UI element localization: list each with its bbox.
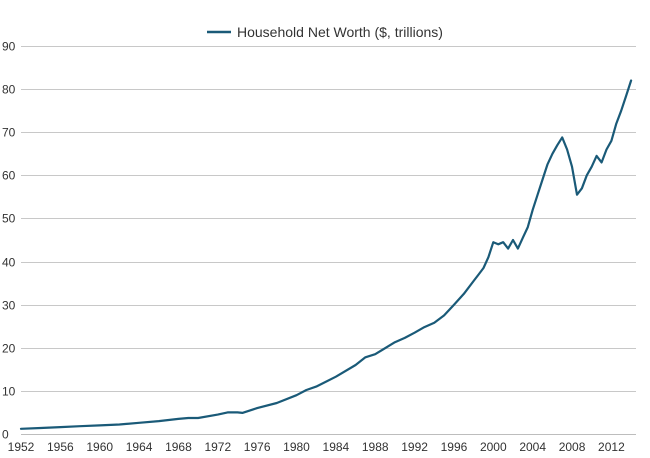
x-tick-label: 1976 <box>244 440 271 454</box>
y-tick-label: 30 <box>2 299 16 313</box>
x-tick-label: 1984 <box>323 440 350 454</box>
x-tick-label: 1960 <box>86 440 113 454</box>
x-tick-label: 1988 <box>362 440 389 454</box>
y-tick-label: 90 <box>2 40 16 54</box>
y-tick-label: 20 <box>2 342 16 356</box>
x-tick-label: 1980 <box>283 440 310 454</box>
y-tick-label: 70 <box>2 126 16 140</box>
x-axis-ticks: 1952 1956 1960 1964 1968 1972 1976 1980 1984 1988… <box>8 440 625 454</box>
y-axis-ticks: 0 10 20 30 40 50 60 70 80 90 <box>2 40 16 442</box>
x-tick-label: 1964 <box>126 440 153 454</box>
x-tick-label: 1992 <box>401 440 428 454</box>
x-tick-label: 1956 <box>47 440 74 454</box>
y-tick-label: 40 <box>2 256 16 270</box>
series-layer <box>19 79 633 430</box>
x-tick-label: 1996 <box>441 440 468 454</box>
y-tick-label: 60 <box>2 169 16 183</box>
legend: Household Net Worth ($, trillions) <box>207 24 443 40</box>
y-tick-label: 50 <box>2 212 16 226</box>
y-tick-label: 80 <box>2 83 16 97</box>
x-tick-label: 1952 <box>8 440 35 454</box>
gridlines <box>21 46 636 392</box>
x-tick-label: 2012 <box>598 440 625 454</box>
y-tick-label: 10 <box>2 385 16 399</box>
legend-label: Household Net Worth ($, trillions) <box>237 24 443 40</box>
x-tick-label: 2000 <box>480 440 507 454</box>
x-tick-label: 1972 <box>204 440 231 454</box>
x-tick-label: 2008 <box>559 440 586 454</box>
x-tick-label: 2004 <box>519 440 546 454</box>
x-tick-label: 1968 <box>165 440 192 454</box>
y-tick-label: 0 <box>2 428 9 442</box>
series-line-0 <box>19 79 633 430</box>
